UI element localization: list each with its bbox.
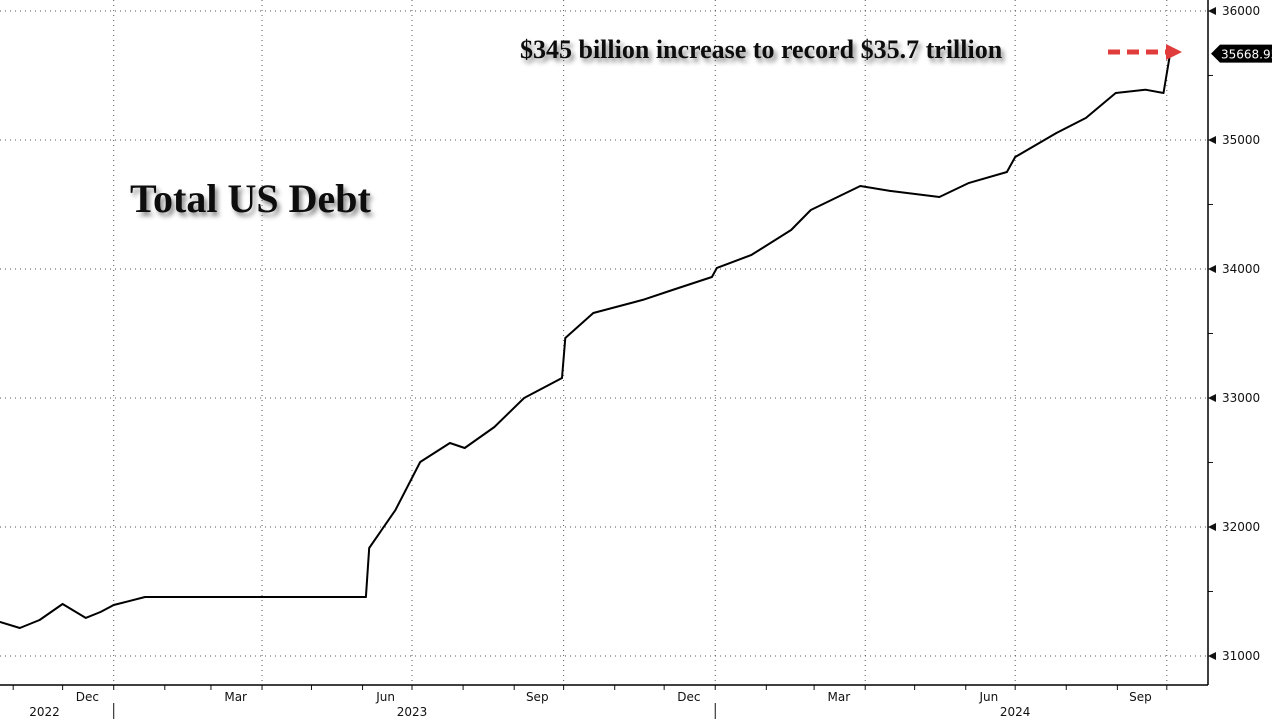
y-tick-mark: [1208, 393, 1216, 402]
x-year-label: 2022: [29, 705, 60, 719]
data-point: [561, 377, 563, 379]
series-line: [0, 52, 1172, 629]
data-point: [493, 426, 496, 428]
x-year-label: 2023: [397, 705, 428, 719]
data-point: [671, 289, 674, 291]
data-point: [711, 276, 713, 278]
data-point: [463, 447, 466, 449]
x-month-label: Sep: [1129, 690, 1152, 704]
last-value-box: [1211, 44, 1272, 63]
debt-line: [0, 53, 1172, 629]
y-tick-label: 33000: [1222, 391, 1260, 405]
x-month-label: Mar: [224, 690, 247, 704]
annotation-text: $345 billion increase to record $35.7 tr…: [520, 35, 1003, 64]
data-point: [810, 209, 812, 211]
data-point: [564, 337, 567, 339]
y-tick-mark: [1208, 135, 1216, 144]
data-point: [1006, 171, 1008, 173]
data-point: [1162, 92, 1165, 94]
grid: [0, 0, 1208, 685]
data-point: [1144, 88, 1147, 91]
data-point: [365, 596, 367, 598]
data-point: [889, 190, 891, 192]
y-tick-label: 35000: [1222, 133, 1260, 147]
data-point: [449, 442, 451, 444]
data-point: [1055, 132, 1058, 134]
data-point: [144, 596, 146, 598]
x-month-label: Sep: [526, 690, 549, 704]
data-point: [938, 196, 941, 198]
data-point: [523, 397, 525, 399]
data-point: [859, 185, 862, 187]
data-point: [716, 267, 718, 269]
data-point: [750, 254, 753, 256]
y-tick-label: 31000: [1222, 649, 1260, 663]
data-point: [1085, 117, 1087, 119]
data-point: [61, 603, 64, 605]
y-tick-label: 34000: [1222, 262, 1260, 276]
data-point: [394, 509, 397, 511]
data-point: [1014, 156, 1016, 158]
y-tick-mark: [1208, 522, 1216, 531]
data-point: [112, 604, 115, 606]
data-point: [641, 299, 644, 301]
y-tick-mark: [1208, 6, 1216, 15]
last-value-label: 35668.95: [1221, 48, 1272, 62]
y-tick-label: 32000: [1222, 520, 1260, 534]
x-month-label: Dec: [677, 690, 700, 704]
x-month-label: Jun: [978, 690, 998, 704]
data-point: [18, 627, 21, 629]
y-tick-mark: [1208, 264, 1216, 273]
chart-title: Total US Debt: [130, 176, 371, 221]
data-point: [968, 182, 970, 184]
data-point: [84, 617, 87, 619]
x-month-label: Jun: [375, 690, 395, 704]
y-tick-mark: [1208, 651, 1216, 660]
data-point: [368, 547, 370, 549]
data-point: [592, 312, 595, 314]
data-point: [790, 229, 792, 231]
annotations: Total US Debt $345 billion increase to re…: [130, 35, 1272, 221]
data-point: [0, 621, 1, 623]
data-point: [419, 461, 422, 463]
x-month-label: Dec: [76, 690, 99, 704]
y-tick-label: 36000: [1222, 4, 1260, 18]
data-point: [1114, 92, 1117, 94]
data-point: [38, 619, 41, 621]
data-point: [99, 611, 102, 613]
annotation-arrowhead: [1166, 44, 1182, 60]
x-year-label: 2024: [1000, 705, 1031, 719]
x-month-label: Mar: [828, 690, 851, 704]
